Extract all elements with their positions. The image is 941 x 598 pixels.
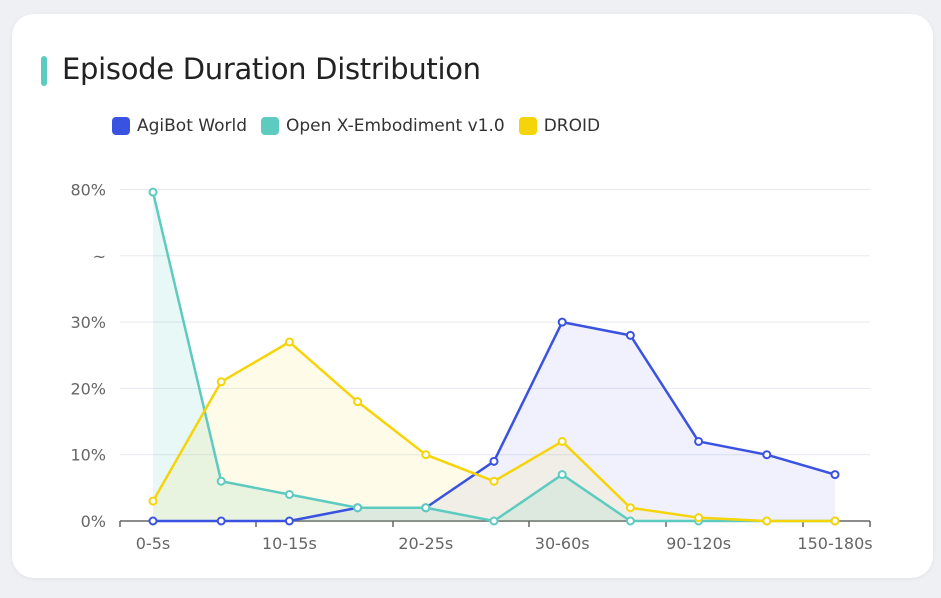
series-area xyxy=(153,341,835,521)
legend-item[interactable]: DROID xyxy=(518,116,601,136)
legend: AgiBot World Open X-Embodiment v1.0 DROID xyxy=(112,116,600,136)
data-point[interactable] xyxy=(762,516,772,526)
y-tick-label: ~ xyxy=(93,247,106,266)
chart-card: Episode Duration Distribution AgiBot Wor… xyxy=(12,14,933,578)
data-point[interactable] xyxy=(557,317,567,327)
legend-label: Open X-Embodiment v1.0 xyxy=(286,116,505,136)
data-point[interactable] xyxy=(557,470,567,480)
data-point[interactable] xyxy=(421,503,431,513)
data-point[interactable] xyxy=(353,397,363,407)
data-point[interactable] xyxy=(284,337,294,347)
y-tick-label: 80% xyxy=(70,181,106,200)
x-tick-label: 150-180s xyxy=(797,534,872,553)
data-point[interactable] xyxy=(694,513,704,523)
legend-item[interactable]: AgiBot World xyxy=(112,116,247,136)
legend-item[interactable]: Open X-Embodiment v1.0 xyxy=(261,116,505,136)
data-point[interactable] xyxy=(353,503,363,513)
data-point[interactable] xyxy=(694,436,704,446)
data-point[interactable] xyxy=(762,450,772,460)
data-point[interactable] xyxy=(625,516,635,526)
legend-swatch xyxy=(261,117,279,135)
data-point[interactable] xyxy=(284,489,294,499)
data-point[interactable] xyxy=(557,436,567,446)
data-point[interactable] xyxy=(216,516,226,526)
data-point[interactable] xyxy=(830,470,840,480)
data-point[interactable] xyxy=(284,516,294,526)
data-point[interactable] xyxy=(148,187,158,197)
x-tick-label: 30-60s xyxy=(535,534,590,553)
x-tick-label: 20-25s xyxy=(398,534,453,553)
x-tick-label: 0-5s xyxy=(136,534,170,553)
data-point[interactable] xyxy=(148,516,158,526)
legend-label: DROID xyxy=(543,116,601,136)
data-point[interactable] xyxy=(148,496,158,506)
x-tick-label: 90-120s xyxy=(666,534,731,553)
x-tick-label: 10-15s xyxy=(262,534,317,553)
y-tick-label: 20% xyxy=(70,379,106,398)
legend-swatch xyxy=(518,117,537,135)
data-point[interactable] xyxy=(489,456,499,466)
data-point[interactable] xyxy=(216,476,226,486)
data-point[interactable] xyxy=(489,476,499,486)
legend-swatch xyxy=(112,117,130,135)
chart-title: Episode Duration Distribution xyxy=(62,52,481,86)
data-point[interactable] xyxy=(489,516,499,526)
legend-label: AgiBot World xyxy=(137,116,247,136)
data-point[interactable] xyxy=(830,516,840,526)
y-tick-label: 10% xyxy=(70,446,106,465)
data-point[interactable] xyxy=(625,503,635,513)
data-point[interactable] xyxy=(421,450,431,460)
y-tick-label: 30% xyxy=(70,313,106,332)
data-point[interactable] xyxy=(625,330,635,340)
title-accent-bar xyxy=(41,56,47,86)
series-area xyxy=(153,322,835,521)
y-tick-label: 0% xyxy=(81,512,106,531)
data-point[interactable] xyxy=(216,377,226,387)
series-area xyxy=(153,192,835,522)
